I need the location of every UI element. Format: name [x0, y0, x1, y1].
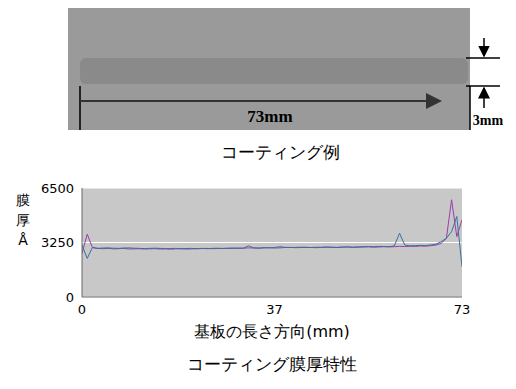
html-text:厚: 厚 [16, 212, 30, 228]
svg-text:6500: 6500 [41, 181, 74, 196]
svg-text:コーティング例: コーティング例 [221, 142, 340, 162]
html-text:基板の長さ方向(mm): 基板の長さ方向(mm) [194, 322, 350, 341]
svg-text:0: 0 [66, 290, 74, 305]
svg-text:3250: 3250 [41, 235, 74, 250]
html-text:コーティング膜厚特性: コーティング膜厚特性 [187, 354, 357, 374]
svg-text:0: 0 [78, 302, 86, 317]
svg-text:73: 73 [454, 302, 471, 317]
html-text:Å: Å [18, 232, 28, 248]
svg-text:37: 37 [266, 302, 283, 317]
svg-text:73mm: 73mm [247, 107, 292, 126]
svg-text:3mm: 3mm [473, 113, 504, 128]
html-text:膜: 膜 [16, 192, 30, 208]
